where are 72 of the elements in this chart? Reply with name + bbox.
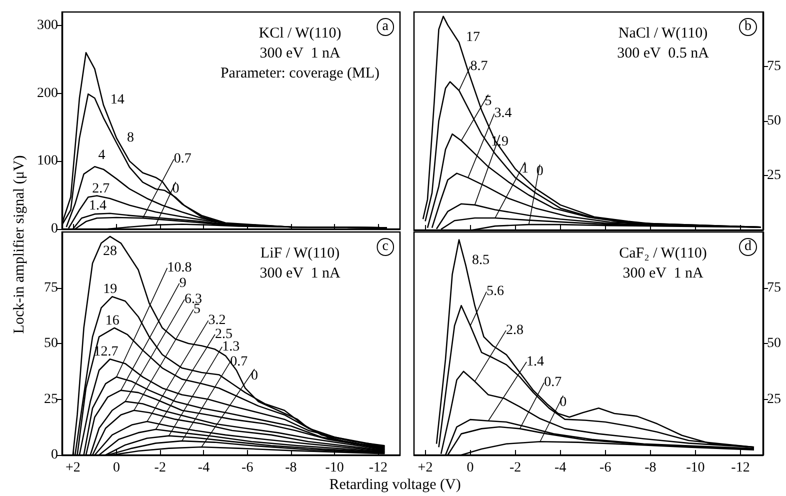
- series-label: 5.6: [486, 284, 504, 300]
- y-tick-label: 75: [767, 59, 781, 74]
- y-tick-label: 25: [44, 392, 58, 407]
- annotation: 300 eV 1 nA: [622, 266, 704, 282]
- x-tick-label: -8: [644, 460, 656, 476]
- text: 2.8: [506, 322, 524, 338]
- text: 5: [484, 94, 492, 110]
- x-tick-label: 0: [113, 460, 120, 476]
- annotation: 300 eV 0.5 nA: [617, 46, 710, 62]
- y-tick-label: 25: [767, 168, 781, 183]
- x-tick-label: -10: [686, 460, 705, 476]
- x-tick-label: -2: [509, 460, 522, 476]
- annotation: KCl / W(110): [258, 26, 342, 42]
- annotation: 300 eV 1 nA: [260, 46, 340, 62]
- y-tick-label: 50: [767, 336, 781, 351]
- x-tick-label: -12: [731, 460, 750, 476]
- series-label: 0: [172, 181, 180, 196]
- y-tick-label: 75: [767, 280, 781, 296]
- y-tick-label: 300: [37, 18, 58, 34]
- text: 2.5: [215, 326, 233, 342]
- series-label: 4: [98, 148, 106, 164]
- y-tick-label: 100: [37, 154, 58, 169]
- x-tick-label: -10: [325, 460, 344, 476]
- series-label: 16: [105, 313, 120, 328]
- x-tick-label: -6: [600, 460, 612, 476]
- y-tick-label: 200: [37, 86, 58, 101]
- x-tick-label: -8: [285, 460, 297, 476]
- text: 9: [179, 276, 186, 291]
- annotation: 300 eV 1 nA: [260, 266, 340, 282]
- y-tick-label: 50: [767, 114, 781, 128]
- series-label: 28: [102, 244, 117, 259]
- text: 0.7: [174, 152, 192, 167]
- y-tick-label: 0: [51, 222, 58, 236]
- series-label: 8: [127, 130, 134, 146]
- annotation: NaCl / W(110): [618, 26, 708, 42]
- y-tick-label: 75: [44, 280, 58, 296]
- annotation: d: [744, 239, 752, 254]
- text: 1.3: [222, 339, 240, 354]
- annotation: b: [744, 19, 752, 34]
- x-tick-label: 0: [466, 460, 474, 476]
- x-axis-title: Retarding voltage (V): [329, 477, 461, 494]
- annotation: c: [382, 239, 389, 254]
- annotation: Parameter: coverage (ML): [220, 66, 380, 82]
- x-tick-label: +2: [418, 460, 433, 476]
- y-tick-label: 0: [51, 448, 58, 462]
- series-label: 14: [110, 92, 124, 108]
- series-label: 12.7: [94, 344, 118, 360]
- series-label: 2.7: [92, 181, 110, 196]
- text: 10.8: [167, 260, 192, 276]
- series-label: 8.5: [472, 252, 490, 268]
- x-tick-label: -4: [198, 460, 210, 476]
- y-axis-title: Lock-in amplifier signal (μV): [12, 154, 28, 336]
- series-label: 8.7: [470, 58, 488, 74]
- annotation: CaF₂ / W(110): [619, 246, 707, 262]
- text: 1.4: [526, 354, 544, 370]
- series-label: 1.4: [88, 198, 106, 214]
- text: 1: [522, 162, 529, 177]
- series-label: 19: [103, 282, 118, 298]
- text: 3.4: [494, 106, 512, 122]
- x-tick-label: -6: [242, 460, 254, 476]
- x-tick-label: -12: [368, 460, 388, 476]
- series-label: 17: [466, 30, 480, 46]
- y-tick-label: 25: [767, 392, 781, 407]
- text: 0: [251, 368, 258, 384]
- annotation: a: [382, 19, 390, 34]
- x-tick-label: -4: [554, 460, 566, 476]
- x-tick-label: +2: [65, 460, 80, 476]
- text: 0.7: [544, 375, 562, 390]
- y-tick-label: 50: [44, 336, 58, 351]
- annotation: LiF / W(110): [260, 246, 340, 262]
- x-tick-label: -2: [154, 460, 166, 476]
- text: 3.2: [208, 313, 226, 328]
